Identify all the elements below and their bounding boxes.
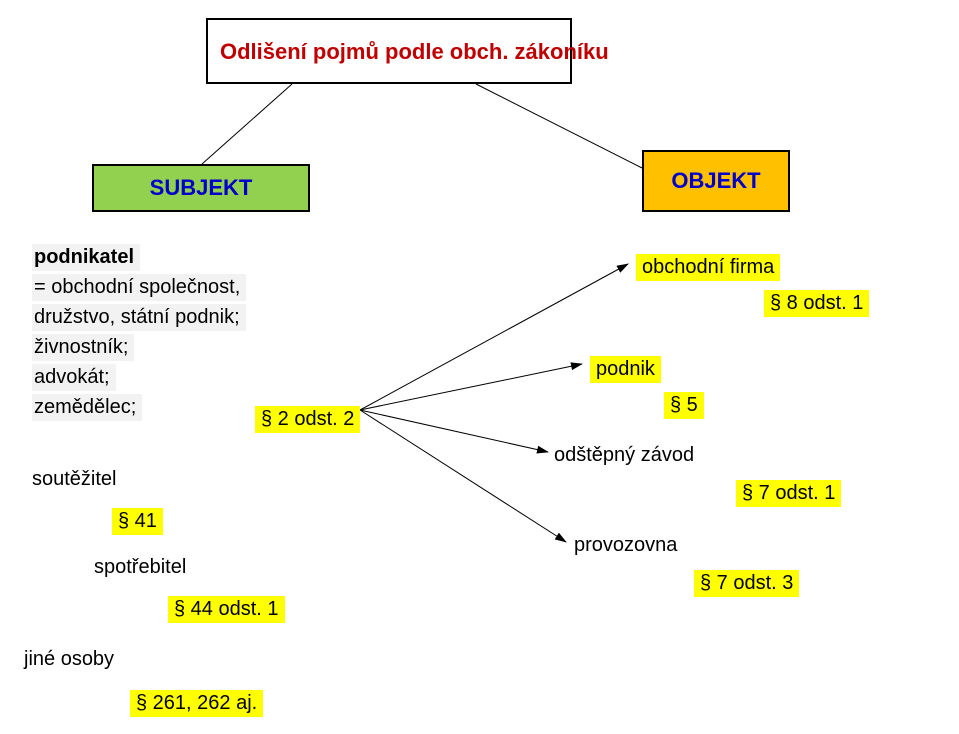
subjekt-box: SUBJEKT xyxy=(92,164,310,212)
podnik-label: podnik xyxy=(590,356,661,383)
obchodni-firma-label: obchodní firma xyxy=(636,254,780,281)
objekt-box: OBJEKT xyxy=(642,150,790,212)
soutezitel-label: soutěžitel xyxy=(32,468,117,491)
podnikatel-line: zemědělec; xyxy=(32,394,142,421)
jine-osoby-label: jiné osoby xyxy=(24,648,114,671)
sec-7-odst-1: § 7 odst. 1 xyxy=(736,480,841,507)
sec-8-odst-1: § 8 odst. 1 xyxy=(764,290,869,317)
subjekt-label: SUBJEKT xyxy=(150,175,253,201)
podnikatel-line: = obchodní společnost, xyxy=(32,274,246,301)
provozovna-label: provozovna xyxy=(574,534,677,557)
title-box: Odlišení pojmů podle obch. zákoníku xyxy=(206,18,572,84)
sec-5: § 5 xyxy=(664,392,704,419)
podnikatel-line: družstvo, státní podnik; xyxy=(32,304,246,331)
sec-261-262: § 261, 262 aj. xyxy=(130,690,263,717)
odstepny-zavod-label: odštěpný závod xyxy=(554,444,694,467)
sec-41: § 41 xyxy=(112,508,163,535)
sec-2-odst-2: § 2 odst. 2 xyxy=(255,406,360,433)
objekt-label: OBJEKT xyxy=(671,168,760,194)
connector-lines xyxy=(0,0,959,734)
sec-44-odst-1: § 44 odst. 1 xyxy=(168,596,285,623)
sec-7-odst-3: § 7 odst. 3 xyxy=(694,570,799,597)
title-text: Odlišení pojmů podle obch. zákoníku xyxy=(220,39,609,65)
podnikatel-line: advokát; xyxy=(32,364,116,391)
spotrebitel-label: spotřebitel xyxy=(94,556,186,579)
podnikatel-line: živnostník; xyxy=(32,334,134,361)
podnikatel-heading: podnikatel xyxy=(32,244,140,271)
